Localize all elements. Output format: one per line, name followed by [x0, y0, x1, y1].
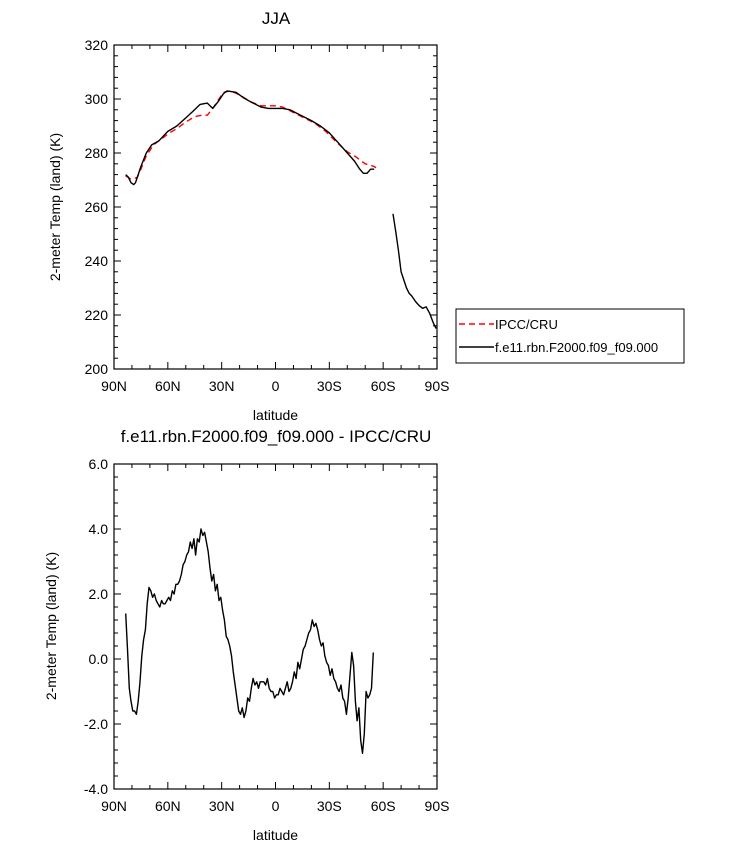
x-tick-label: 90N [101, 378, 127, 394]
y-tick-label: 280 [85, 145, 109, 161]
y-tick-label: 6.0 [89, 456, 109, 472]
x-tick-label: 60N [155, 798, 181, 814]
y-tick-label: 240 [85, 253, 109, 269]
legend-label-ipcc-cru: IPCC/CRU [495, 317, 558, 332]
difference-panel: f.e11.rbn.F2000.f09_f09.000 - IPCC/CRU 9… [43, 427, 449, 843]
ipcc-cru-series-line [125, 90, 377, 180]
plot-frame [113, 44, 438, 370]
x-tick-label: 30S [317, 378, 342, 394]
x-tick-label: 0 [272, 798, 280, 814]
x-tick-label: 60S [371, 798, 396, 814]
y-tick-label: 4.0 [89, 521, 109, 537]
legend-label-model: f.e11.rbn.F2000.f09_f09.000 [495, 340, 658, 355]
y-axis-label: 2-meter Temp (land) (K) [47, 133, 63, 281]
y-tick-label: 220 [85, 307, 109, 323]
x-tick-label: 30N [209, 378, 235, 394]
y-tick-label: 260 [85, 199, 109, 215]
difference-series-line [125, 528, 374, 754]
x-tick-label: 60N [155, 378, 181, 394]
x-axis-label: latitude [253, 827, 298, 843]
y-tick-label: -2.0 [84, 716, 108, 732]
x-tick-label: 90S [425, 378, 450, 394]
x-tick-label: 30S [317, 798, 342, 814]
y-tick-label: 320 [85, 37, 109, 53]
plot-frame [113, 463, 438, 790]
x-tick-label: 30N [209, 798, 235, 814]
x-axis-label: latitude [253, 407, 298, 423]
x-tick-label: 90S [425, 798, 450, 814]
legend: IPCC/CRU f.e11.rbn.F2000.f09_f09.000 [455, 308, 685, 364]
x-tick-label: 0 [272, 378, 280, 394]
temperature-panel: JJA 90N 60N 30N 0 30S 60S 90S 200 220 240 260 280 30… [47, 9, 449, 423]
y-tick-label: 200 [85, 361, 109, 377]
chart-title: f.e11.rbn.F2000.f09_f09.000 - IPCC/CRU [121, 427, 432, 446]
legend-box [455, 308, 685, 364]
y-axis-label: 2-meter Temp (land) (K) [43, 552, 59, 700]
x-tick-label: 60S [371, 378, 396, 394]
y-tick-label: 2.0 [89, 586, 109, 602]
y-tick-label: 300 [85, 91, 109, 107]
x-tick-label: 90N [101, 798, 127, 814]
f-e11-rbn-f2000-f09-f09-000-series-line [392, 213, 437, 329]
y-tick-label: 0.0 [89, 651, 109, 667]
y-tick-label: -4.0 [84, 781, 108, 797]
chart-title: JJA [262, 9, 291, 28]
f-e11-rbn-f2000-f09-f09-000-series-line [125, 90, 375, 186]
